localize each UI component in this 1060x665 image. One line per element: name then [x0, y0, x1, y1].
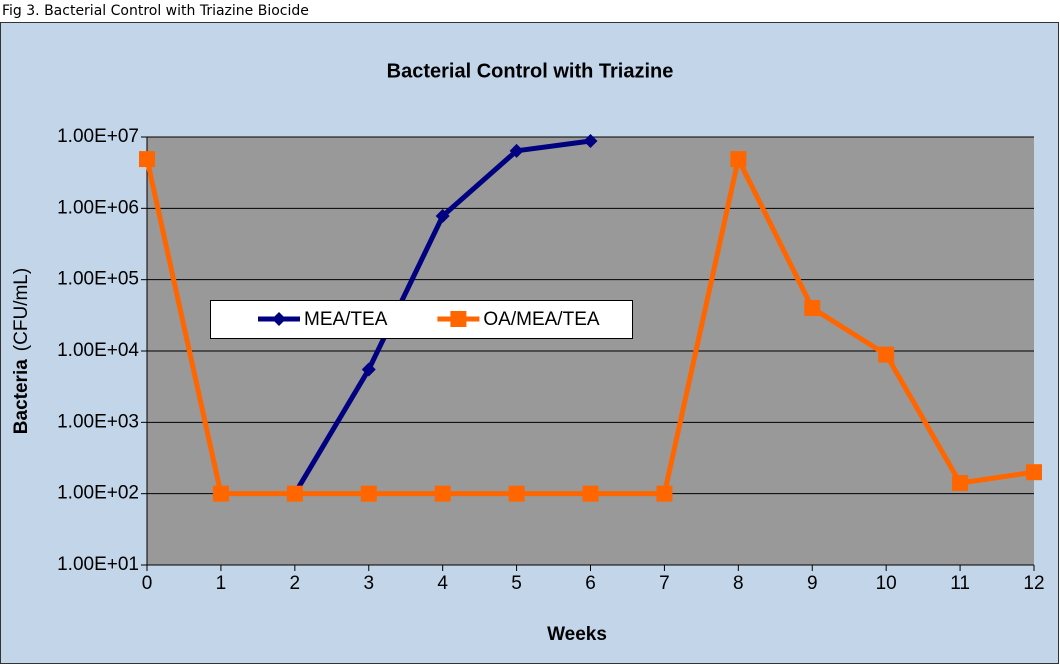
y-tick-label: 1.00E+07: [57, 126, 139, 147]
x-tick-label: 0: [142, 573, 153, 594]
x-tick-label: 1: [216, 573, 227, 594]
y-label-main: Bacteria: [11, 359, 32, 434]
x-tick-label: 12: [1023, 573, 1044, 594]
x-tick-label: 8: [733, 573, 744, 594]
marker: [434, 485, 451, 502]
marker: [435, 209, 450, 224]
legend-label: OA/MEA/TEA: [483, 309, 599, 330]
x-tick-label: 5: [511, 573, 522, 594]
y-axis-label: Bacteria (CFU/mL): [11, 268, 32, 434]
marker: [508, 485, 525, 502]
x-tick-label: 6: [585, 573, 596, 594]
marker: [952, 475, 969, 492]
y-tick-label: 1.00E+04: [57, 340, 139, 361]
marker: [360, 485, 377, 502]
marker: [878, 346, 895, 363]
chart-title: Bacterial Control with Triazine: [387, 60, 674, 82]
y-tick-label: 1.00E+05: [57, 269, 139, 290]
marker: [361, 362, 376, 377]
marker: [509, 143, 524, 158]
legend-marker: [450, 311, 467, 327]
x-tick-label: 3: [363, 573, 374, 594]
x-axis-label: Weeks: [547, 624, 607, 645]
x-tick-label: 11: [950, 573, 970, 594]
caption: Fig 3. Bacterial Control with Triazine B…: [2, 3, 309, 19]
legend-marker: [272, 312, 286, 326]
x-tick-label: 10: [876, 573, 897, 594]
y-tick-label: 1.00E+02: [57, 483, 139, 504]
marker: [212, 485, 229, 502]
x-tick-label: 4: [437, 573, 448, 594]
marker: [286, 485, 303, 502]
y-label-unit: (CFU/mL): [11, 268, 32, 351]
legend-label: MEA/TEA: [304, 309, 388, 330]
x-tick-label: 7: [659, 573, 670, 594]
legend: MEA/TEA OA/MEA/TEA: [210, 300, 633, 339]
marker: [139, 151, 155, 168]
marker: [1026, 464, 1042, 481]
x-tick-label: 2: [290, 573, 301, 594]
y-tick-label: 1.00E+01: [57, 554, 139, 575]
marker: [804, 300, 821, 317]
y-tick-label: 1.00E+03: [57, 411, 139, 432]
marker: [730, 151, 747, 168]
marker: [583, 133, 598, 148]
x-tick-label: 9: [807, 573, 818, 594]
y-tick-label: 1.00E+06: [57, 197, 139, 218]
marker: [656, 485, 673, 502]
marker: [582, 485, 599, 502]
